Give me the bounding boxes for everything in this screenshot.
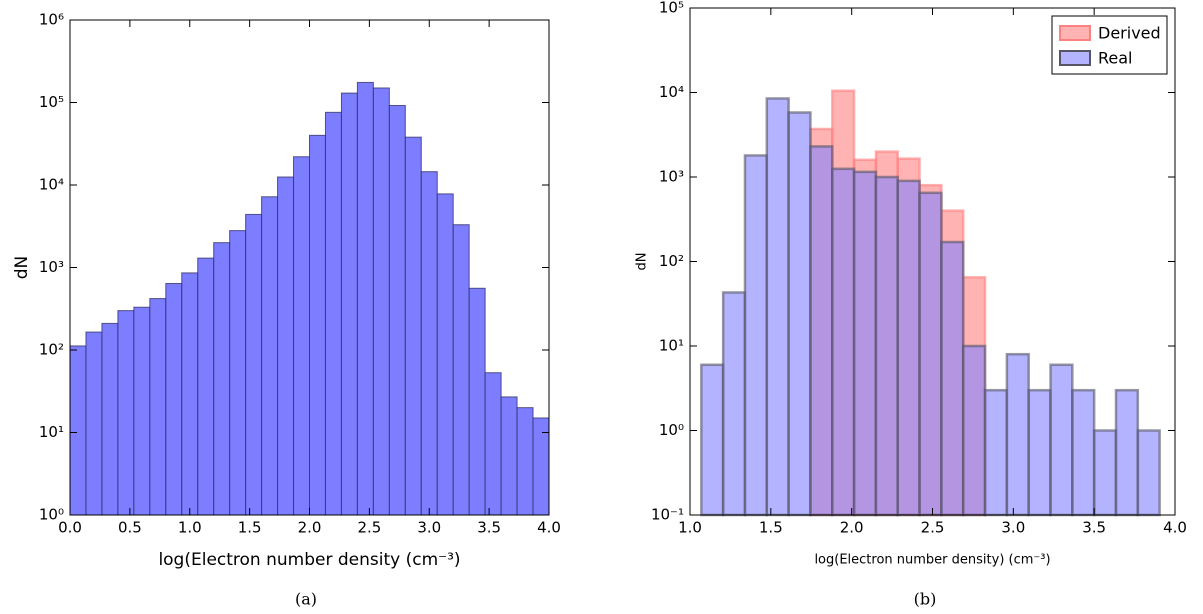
bar xyxy=(1092,429,1118,517)
x-tick-label: 0.0 xyxy=(58,519,82,537)
x-tick-label: 2.5 xyxy=(921,519,945,537)
bar xyxy=(261,196,279,516)
caption: (b) xyxy=(914,590,937,609)
x-tick-label: 4.0 xyxy=(1163,519,1187,537)
bar xyxy=(484,372,502,516)
x-tick-label: 3.5 xyxy=(1082,519,1106,537)
bar xyxy=(516,407,534,516)
bar xyxy=(245,213,263,516)
bar xyxy=(324,111,342,516)
y-tick-label: 10¹ xyxy=(659,337,684,355)
x-tick-label: 3.0 xyxy=(417,519,441,537)
bar xyxy=(831,167,856,517)
x-axis-label: log(Electron number density (cm⁻³) xyxy=(158,550,460,570)
x-tick-label: 3.0 xyxy=(1001,519,1025,537)
legend-label: Real xyxy=(1098,49,1133,68)
bar xyxy=(765,97,790,517)
y-tick-label: 10³ xyxy=(39,258,64,276)
bar xyxy=(436,193,454,516)
caption: (a) xyxy=(295,590,317,609)
bar xyxy=(452,224,470,516)
bar xyxy=(1136,429,1161,517)
bar xyxy=(852,170,878,517)
bar xyxy=(197,257,215,516)
bar xyxy=(1114,388,1140,517)
legend-label: Derived xyxy=(1098,24,1161,43)
bar xyxy=(1071,388,1096,517)
bar xyxy=(743,154,769,517)
bar xyxy=(213,242,231,516)
bar xyxy=(133,306,151,516)
bar xyxy=(1027,388,1052,517)
bar xyxy=(229,230,247,516)
y-tick-label: 10⁶ xyxy=(39,11,64,29)
bar xyxy=(983,388,1009,517)
x-tick-label: 2.0 xyxy=(840,519,864,537)
bar xyxy=(388,104,406,516)
y-tick-label: 10⁴ xyxy=(659,83,684,101)
bar xyxy=(340,92,358,516)
y-axis-label: dN xyxy=(635,253,650,271)
y-tick-label: 10² xyxy=(659,252,684,270)
y-tick-label: 10³ xyxy=(659,168,684,186)
y-tick-label: 10⁰ xyxy=(659,421,684,439)
y-tick-label: 10⁴ xyxy=(39,176,64,194)
bar xyxy=(293,156,310,516)
x-tick-label: 2.0 xyxy=(298,519,322,537)
bar xyxy=(1005,352,1030,517)
x-tick-label: 1.5 xyxy=(238,519,262,537)
y-tick-label: 10¹ xyxy=(39,423,64,441)
bar xyxy=(69,345,87,516)
bar xyxy=(181,272,199,516)
bar xyxy=(372,87,390,516)
legend-swatch xyxy=(1059,25,1091,41)
bar xyxy=(787,111,812,517)
y-tick-label: 10⁵ xyxy=(39,93,64,111)
bar xyxy=(896,179,921,517)
bar xyxy=(918,191,943,517)
bar xyxy=(961,344,987,517)
x-tick-label: 0.5 xyxy=(118,519,142,537)
bar xyxy=(700,363,725,517)
y-tick-label: 10² xyxy=(39,341,64,359)
bar xyxy=(500,396,518,516)
x-tick-label: 2.5 xyxy=(357,519,381,537)
bar xyxy=(1049,363,1074,517)
x-tick-label: 1.0 xyxy=(678,519,702,537)
bar xyxy=(85,331,103,516)
y-tick-label: 10⁻¹ xyxy=(651,506,684,524)
bar xyxy=(117,310,135,516)
bar xyxy=(874,175,899,517)
bar xyxy=(165,282,183,516)
y-tick-label: 10⁰ xyxy=(39,506,64,524)
x-tick-label: 1.5 xyxy=(759,519,783,537)
bar xyxy=(149,298,167,516)
bar xyxy=(356,81,374,516)
x-tick-label: 3.5 xyxy=(477,519,501,537)
bar xyxy=(721,291,747,517)
legend-swatch xyxy=(1059,50,1091,66)
bar xyxy=(809,145,834,517)
y-tick-label: 10⁵ xyxy=(659,0,684,17)
bar xyxy=(101,322,119,516)
bar xyxy=(940,240,965,517)
y-axis-label: dN xyxy=(12,256,32,280)
bar xyxy=(309,134,326,516)
bar xyxy=(468,287,486,516)
bar xyxy=(420,171,438,516)
bar xyxy=(404,136,422,516)
x-tick-label: 1.0 xyxy=(178,519,202,537)
bar xyxy=(277,176,295,516)
x-axis-label: log(Electron number density) (cm⁻³) xyxy=(814,553,1050,568)
x-tick-label: 4.0 xyxy=(537,519,561,537)
